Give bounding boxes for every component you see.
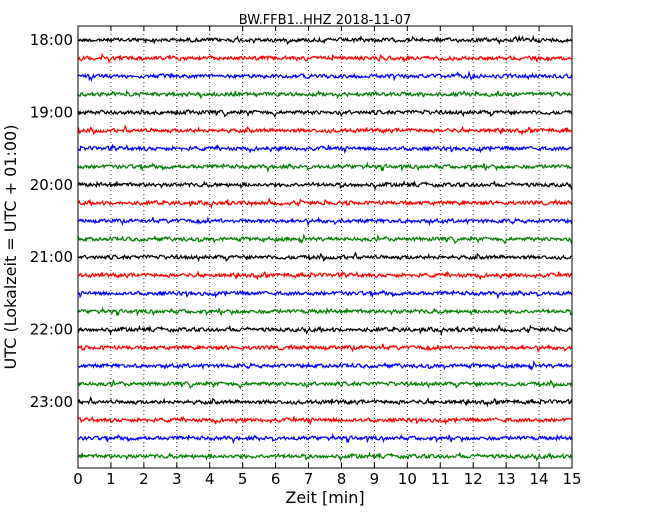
seismic-trace [77,197,573,210]
x-tick-label: 6 [271,470,281,488]
x-tick-label: 12 [464,470,483,488]
seismic-trace [77,451,573,463]
seismic-trace [77,34,573,46]
grid-lines [110,26,540,468]
seismic-trace [77,88,573,100]
seismic-trace [77,179,573,192]
y-tick-label: 21:00 [30,248,73,266]
x-tick-label: 2 [139,470,149,488]
seismic-trace [77,143,573,154]
seismic-trace [77,432,573,445]
seismic-trace [77,161,573,173]
x-tick-label: 5 [238,470,248,488]
y-tick-label: 19:00 [30,103,73,121]
x-axis-label: Zeit [min] [285,488,364,507]
seismic-trace [77,52,573,65]
x-tick-label: 11 [431,470,450,488]
x-tick-label: 8 [337,470,347,488]
x-tick-label: 4 [205,470,215,488]
x-tick-label: 3 [172,470,182,488]
y-tick-label: 20:00 [30,176,73,194]
seismic-traces [77,34,573,463]
seismic-trace [77,378,573,390]
seismic-trace [77,415,573,426]
seismic-trace [77,108,573,118]
x-axis-ticks: 0 1 2 3 4 5 6 7 8 9 10 11 12 13 14 15 [73,26,582,488]
seismic-trace [77,324,573,337]
seismic-trace [77,306,573,317]
seismic-trace [77,251,573,263]
x-tick-label: 14 [530,470,549,488]
seismic-trace [77,70,573,83]
seismic-trace [77,343,573,354]
y-tick-label: 23:00 [30,393,73,411]
x-tick-label: 1 [106,470,116,488]
x-tick-label: 0 [73,470,83,488]
y-axis-label: UTC (Lokalzeit = UTC + 01:00) [1,125,20,370]
seismic-trace [77,124,573,137]
x-tick-label: 7 [304,470,314,488]
seismic-trace [77,215,573,227]
chart-title: BW.FFB1..HHZ 2018-11-07 [239,13,412,28]
x-tick-label: 9 [370,470,380,488]
seismic-trace [77,270,573,281]
x-tick-label: 13 [497,470,516,488]
seismic-trace [77,360,573,372]
seismic-trace [77,289,573,300]
y-axis-ticks: 18:00 19:00 20:00 21:00 22:00 23:00 [30,31,83,411]
plot-frame [77,25,573,469]
seismic-trace [77,233,573,245]
y-tick-label: 22:00 [30,321,73,339]
seismic-trace [77,395,573,408]
x-tick-label: 15 [562,470,581,488]
x-tick-label: 10 [398,470,417,488]
y-tick-label: 18:00 [30,31,73,49]
